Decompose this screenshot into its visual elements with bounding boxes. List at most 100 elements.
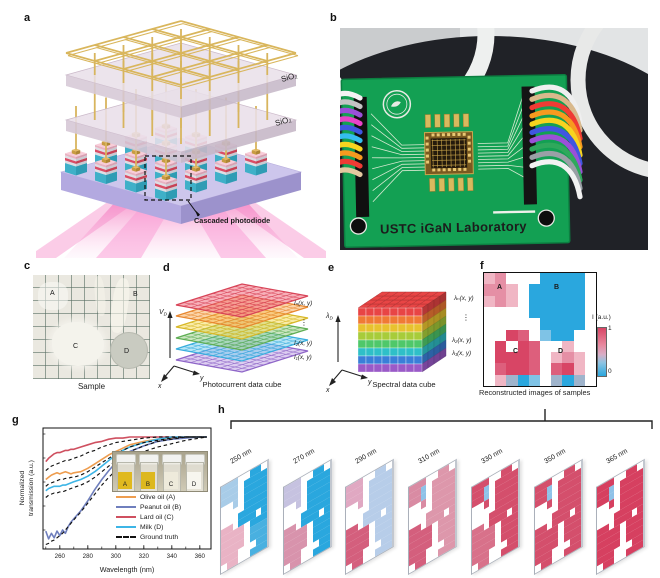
spectral-map-n-label: λₙ(x, y)	[453, 295, 474, 302]
wavelength-axis-label: λD	[325, 313, 333, 321]
pixel-cell	[484, 363, 496, 375]
spectral-tile	[220, 458, 269, 575]
panel-f-caption: Reconstructed images of samples	[479, 388, 591, 397]
panel-label-b: b	[330, 12, 337, 24]
x-tick-label: 320	[139, 553, 150, 560]
pixel-cell	[506, 374, 518, 386]
x-tick-label: 280	[83, 553, 94, 560]
pixel-cell	[637, 539, 644, 551]
substrate	[59, 137, 303, 224]
lab-logo-inner	[386, 93, 408, 115]
pixel-cell	[528, 352, 540, 364]
legend-line-sample	[116, 536, 136, 538]
pixel-cell	[539, 273, 552, 285]
legend-entry: Lard oil (C)	[116, 512, 212, 522]
oil-samples-inset-photo: A B C D	[112, 451, 208, 492]
pixel-cell	[484, 374, 496, 386]
pixel-cell	[484, 340, 496, 353]
vial-a: A	[115, 454, 136, 491]
pixel-cell	[517, 284, 529, 296]
pixel-cell	[283, 562, 290, 574]
pixel-cell	[551, 306, 563, 319]
pixel-cell	[584, 374, 596, 386]
pixel-cell	[569, 543, 575, 554]
highlight-dashed-box	[144, 155, 192, 201]
legend-line-sample	[116, 506, 136, 508]
pixel-cell	[562, 318, 574, 330]
pixel-cell	[562, 273, 574, 285]
pixel-cell	[449, 539, 456, 551]
spectral-map-1-label: λ₁(x, y)	[451, 350, 471, 357]
panel-label-h: h	[218, 404, 225, 416]
vial-marker: B	[145, 481, 151, 488]
spectral-data-cube-diagram: λD x y λₙ(x, y) ⋮ λ₂(x, y) λ₁(x, y) Spec…	[325, 291, 474, 392]
ribbon-cables	[340, 84, 583, 200]
pixel-cell	[506, 329, 518, 341]
legend-label: Peanut oil (B)	[140, 503, 182, 511]
vial-liquid	[118, 472, 132, 489]
wavelength-label: 350 nm	[542, 447, 567, 466]
pixel-cell	[584, 340, 596, 353]
bias-planes	[175, 283, 309, 373]
pixel-cell	[312, 546, 319, 557]
pixel-cell	[584, 295, 596, 307]
panel-label-e: e	[328, 262, 335, 274]
series-ground-truth-c-	[45, 436, 207, 472]
pixel-cell	[584, 363, 596, 375]
device-schematic-illustration: SiO₂ SiO₂ Cascaded photodiode	[36, 20, 326, 258]
pixel-cell	[573, 329, 585, 341]
pixel-cell	[517, 295, 529, 307]
sample-c-spot	[52, 322, 104, 366]
pixel-cell	[506, 363, 518, 375]
y-axis	[341, 369, 365, 378]
current-map-1-label: I₁(x, y)	[294, 354, 312, 361]
gold-interconnect-grid	[65, 20, 299, 89]
vial-d: D	[184, 454, 205, 491]
spectral-tile	[596, 458, 646, 575]
pixel-cell	[573, 318, 585, 330]
pixel-cell	[562, 284, 574, 296]
vial-marker: A	[122, 481, 128, 488]
pixel-cell	[562, 340, 574, 353]
pixel-cell	[495, 329, 507, 341]
pixel-cell	[562, 306, 574, 319]
x-axis-label: x	[325, 387, 330, 392]
pixel-cell	[584, 318, 596, 330]
spectral-tile	[282, 458, 332, 575]
pixel-cell	[506, 306, 518, 319]
legend-line-sample	[116, 516, 136, 518]
bias-axis-arrowhead	[167, 311, 173, 318]
pixel-cell	[506, 284, 518, 296]
lab-logo	[382, 89, 412, 119]
pixel-cell	[512, 539, 518, 551]
oil-streak	[93, 275, 107, 317]
y-axis-title-line2: transmission (a.u.)	[28, 460, 35, 516]
annotation-arrowhead	[195, 210, 200, 217]
legend-line-sample	[116, 526, 136, 528]
pixel-cell	[306, 549, 313, 561]
wavelength-axis-arrowhead	[335, 315, 341, 322]
pixel-cell	[484, 329, 496, 341]
wavelength-label: 310 nm	[417, 447, 442, 466]
sample-a-spot	[38, 282, 68, 310]
pixel-cell	[539, 284, 552, 296]
legend-label: Milk (D)	[140, 523, 164, 531]
vial-liquid	[164, 472, 178, 489]
white-ring-right	[570, 28, 648, 178]
pixel-cell	[528, 284, 540, 296]
pixel-cell	[517, 273, 529, 285]
series-ground-truth-a-	[45, 436, 207, 487]
y-axis-label: y	[367, 379, 372, 386]
pixel-cell	[494, 549, 501, 561]
pixel-cell	[517, 329, 529, 341]
pixel-cell	[528, 374, 540, 386]
pixel-cell	[551, 318, 563, 330]
panel-c-caption: Sample	[77, 382, 106, 391]
pixel-cell	[562, 374, 574, 386]
sample-marker-a: A	[50, 290, 55, 297]
spectral-tile	[345, 458, 395, 575]
pixel-cell	[484, 295, 496, 307]
pixel-cell	[562, 295, 574, 307]
panel-label-a: a	[24, 12, 31, 24]
wavelength-label: 365 nm	[605, 447, 630, 466]
